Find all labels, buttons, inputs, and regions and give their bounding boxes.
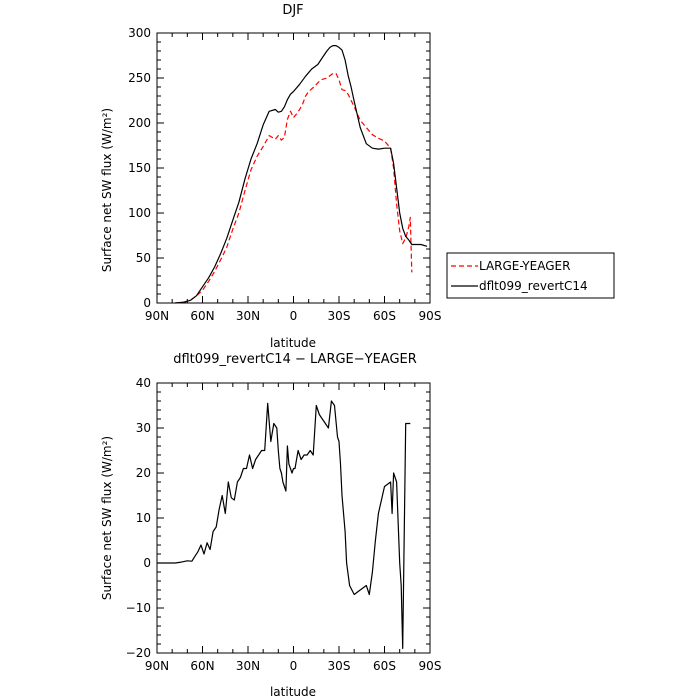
top-xtick-label: 30N xyxy=(236,309,260,323)
top-ytick-label: 150 xyxy=(128,161,151,175)
top-xtick-label: 30S xyxy=(328,309,351,323)
bottom-xtick-label: 60S xyxy=(373,659,396,673)
bottom-chart-series-group xyxy=(157,400,411,650)
bottom-xtick-label: 90N xyxy=(145,659,169,673)
top-chart: DJF 90N 60N 30N 0 30S 60S 90S 0 50 100 150 200 250 30… xyxy=(100,3,615,350)
bottom-ytick-label: 0 xyxy=(143,556,151,570)
top-xtick-label: 0 xyxy=(290,309,298,323)
bottom-plot-frame xyxy=(156,382,431,654)
top-ytick-label: 0 xyxy=(143,296,151,310)
top-ytick-label: 250 xyxy=(128,71,151,85)
bottom-xtick-label: 90S xyxy=(419,659,442,673)
legend-label-dflt099: dflt099_revertC14 xyxy=(479,279,588,293)
bottom-ytick-label: −10 xyxy=(126,601,151,615)
bottom-series-line-0 xyxy=(157,400,411,650)
top-chart-ylabel: Surface net SW flux (W/m²) xyxy=(100,108,114,272)
top-chart-axes: 90N 60N 30N 0 30S 60S 90S 0 50 100 150 200 250 300 xyxy=(128,26,441,323)
top-series-line-1 xyxy=(175,44,428,304)
bottom-ytick-label: 40 xyxy=(136,376,151,390)
legend-label-large-yeager: LARGE-YEAGER xyxy=(479,259,570,273)
top-xtick-label: 60S xyxy=(373,309,396,323)
bottom-xtick-label: 60N xyxy=(190,659,214,673)
top-ytick-label: 200 xyxy=(128,116,151,130)
bottom-ytick-label: 10 xyxy=(136,511,151,525)
bottom-chart-xlabel: latitude xyxy=(270,685,316,699)
bottom-ytick-label: 30 xyxy=(136,421,151,435)
top-plot-frame xyxy=(156,32,431,304)
top-xtick-label: 60N xyxy=(190,309,214,323)
bottom-chart-ylabel: Surface net SW flux (W/m²) xyxy=(100,436,114,600)
top-ytick-label: 50 xyxy=(136,251,151,265)
bottom-xtick-label: 30N xyxy=(236,659,260,673)
bottom-xtick-label: 0 xyxy=(290,659,298,673)
bottom-ytick-label: 20 xyxy=(136,466,151,480)
top-xtick-label: 90S xyxy=(419,309,442,323)
bottom-ytick-label: −20 xyxy=(126,646,151,660)
top-xtick-label: 90N xyxy=(145,309,169,323)
top-chart-xlabel: latitude xyxy=(270,336,316,350)
top-ytick-label: 100 xyxy=(128,206,151,220)
bottom-xtick-label: 30S xyxy=(328,659,351,673)
bottom-chart-axes: 90N 60N 30N 0 30S 60S 90S −20 −10 0 10 20 30 40 xyxy=(126,376,442,673)
top-chart-series-group xyxy=(175,44,428,304)
top-ytick-label: 300 xyxy=(128,26,151,40)
top-series-line-0 xyxy=(175,72,413,304)
legend-box xyxy=(446,252,615,299)
top-chart-title: DJF xyxy=(282,3,303,18)
legend: LARGE-YEAGER dflt099_revertC14 xyxy=(446,252,615,299)
bottom-chart-title: dflt099_revertC14 − LARGE−YEAGER xyxy=(173,352,417,367)
bottom-chart: dflt099_revertC14 − LARGE−YEAGER 90N 60N 3… xyxy=(100,352,441,699)
